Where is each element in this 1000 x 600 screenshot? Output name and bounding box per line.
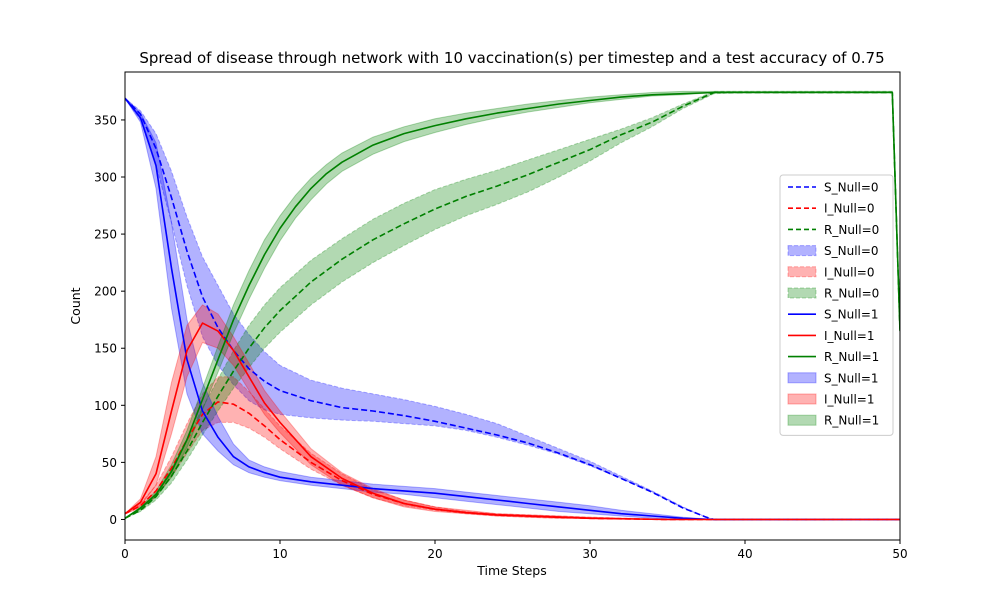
line-s-null-0 xyxy=(125,97,900,521)
x-tick-label: 30 xyxy=(582,547,597,561)
legend-label: R_Null=1 xyxy=(824,414,879,428)
y-tick-label: 250 xyxy=(94,228,117,242)
legend-label: S_Null=1 xyxy=(824,308,879,322)
band-r-null-1 xyxy=(125,90,900,519)
band-i-null-0 xyxy=(125,376,900,520)
legend-label: S_Null=0 xyxy=(824,181,879,195)
legend-band-swatch xyxy=(787,393,817,405)
legend-label: S_Null=1 xyxy=(824,371,879,385)
legend-label: R_Null=0 xyxy=(824,287,879,301)
x-axis: 0 10 20 30 40 50 xyxy=(121,540,908,561)
legend-box xyxy=(779,174,894,436)
legend-band-swatch xyxy=(787,287,817,299)
plot-area xyxy=(125,90,900,521)
y-tick-label: 200 xyxy=(94,285,117,299)
band-r-null-0 xyxy=(125,90,900,519)
band-s-null-0 xyxy=(125,97,900,520)
x-tick-label: 10 xyxy=(272,547,287,561)
legend: S_Null=0 I_Null=0 R_Null=0 S_Null=0 I_Null=0… xyxy=(779,174,894,436)
y-tick-label: 350 xyxy=(94,113,117,127)
legend-label: I_Null=0 xyxy=(824,202,874,216)
legend-label: I_Null=1 xyxy=(824,393,874,407)
y-tick-label: 50 xyxy=(102,456,117,470)
legend-label: I_Null=0 xyxy=(824,265,874,279)
legend-label: R_Null=1 xyxy=(824,350,879,364)
line-i-null-1 xyxy=(125,322,900,521)
x-tick-label: 0 xyxy=(121,547,129,561)
plot-frame xyxy=(124,71,901,541)
y-axis-label: Count xyxy=(68,287,83,324)
legend-band-swatch xyxy=(787,372,817,384)
line-r-null-0 xyxy=(125,91,900,520)
chart-title: Spread of disease through network with 1… xyxy=(139,49,884,67)
legend-label: S_Null=0 xyxy=(824,244,879,258)
x-axis-label: Time Steps xyxy=(476,563,547,578)
legend-band-swatch xyxy=(787,266,817,278)
y-axis: 0 50 100 150 200 250 300 350 xyxy=(94,113,125,527)
x-tick-label: 40 xyxy=(737,547,752,561)
y-tick-label: 100 xyxy=(94,399,117,413)
x-tick-label: 50 xyxy=(892,547,907,561)
legend-label: R_Null=0 xyxy=(824,223,879,237)
band-s-null-1 xyxy=(125,97,900,520)
legend-band-swatch xyxy=(787,245,817,257)
line-s-null-1 xyxy=(125,97,900,521)
band-i-null-1 xyxy=(125,304,900,520)
y-tick-label: 300 xyxy=(94,171,117,185)
x-tick-label: 20 xyxy=(427,547,442,561)
legend-label: I_Null=1 xyxy=(824,329,874,343)
line-r-null-1 xyxy=(125,91,900,519)
y-tick-label: 150 xyxy=(94,342,117,356)
legend-band-swatch xyxy=(787,414,817,426)
y-tick-label: 0 xyxy=(109,513,117,527)
